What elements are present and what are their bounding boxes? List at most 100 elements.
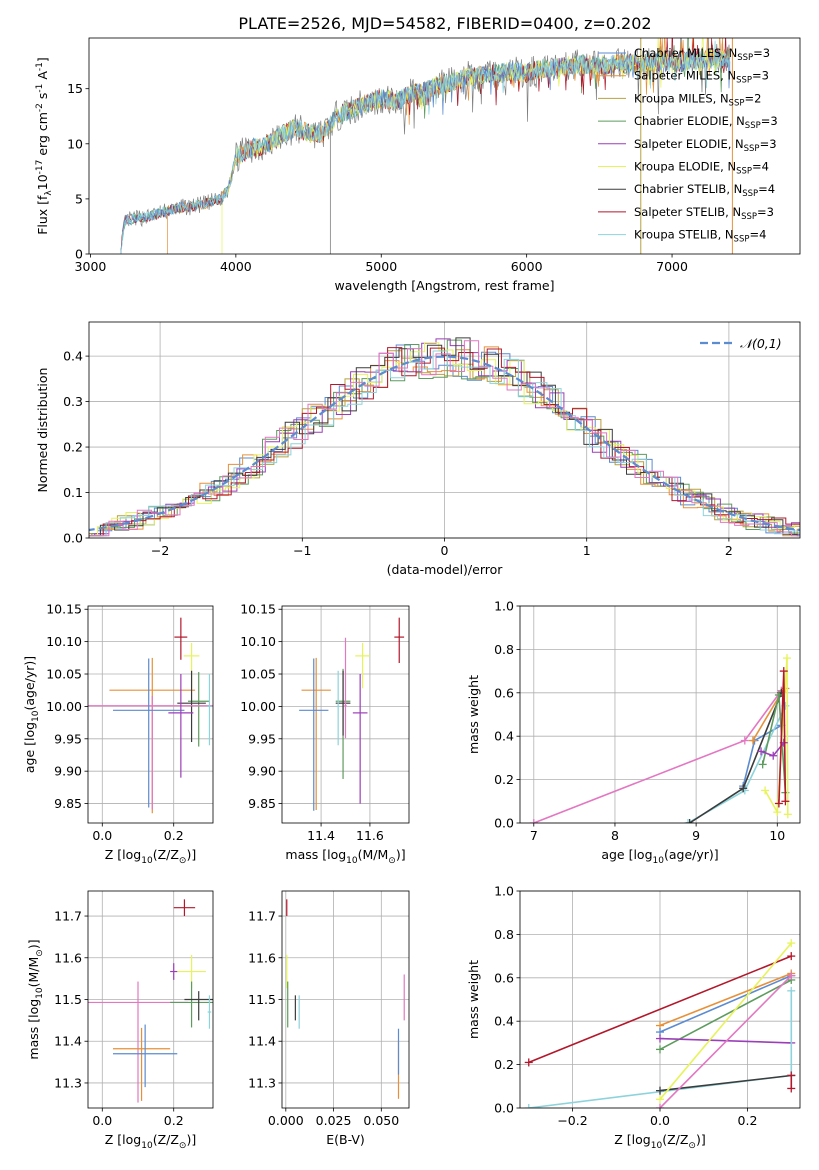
weight_vs_z-axes: −0.2 0.0 0.2 0.0 0.2 0.4 0.6 0.8 1.0 Z [log10(Z/Z… [466, 884, 801, 1151]
weight-line [659, 972, 792, 1027]
error-point [173, 899, 196, 917]
y-tick-label: 11.5 [54, 992, 82, 1007]
x-tick-label: 0.000 [268, 1113, 304, 1128]
error-point [174, 617, 188, 660]
legend-label: Chabrier ELODIE, NSSP=3 [634, 114, 778, 131]
hist-axes: −2 −1 0 1 2 0.0 0.1 0.2 0.3 0.4 (data-model)/error… [35, 321, 801, 577]
mass_vs_z-axes: 0.0 0.2 11.3 11.4 11.5 11.6 11.7 Z [log10(Z/Z⊙)… [26, 890, 214, 1151]
weight-line [687, 705, 787, 823]
legend-label: 𝒩(0,1) [740, 336, 782, 351]
y-axis-label: mass weight [466, 960, 481, 1039]
error-point [113, 1027, 171, 1101]
error-point [301, 657, 331, 811]
y-tick-label: 0.4 [494, 729, 514, 744]
x-tick-label: 0.0 [92, 1113, 112, 1128]
y-tick-label: 10.15 [46, 602, 82, 617]
error-point [168, 674, 194, 778]
y-tick-label: 0.0 [494, 1101, 514, 1116]
legend-label: Kroupa STELIB, NSSP=4 [634, 228, 766, 245]
weight-line [689, 692, 783, 823]
weight-line [659, 975, 792, 1108]
x-tick-label: 8 [611, 828, 619, 843]
x-tick-label: 9 [692, 828, 700, 843]
x-axis-label: Z [log10(Z/Z⊙)] [105, 847, 196, 866]
y-axis-label: mass weight [466, 675, 481, 754]
legend-label: Kroupa MILES, NSSP=2 [634, 91, 761, 108]
hist-legend: 𝒩(0,1) [700, 336, 782, 351]
y-axis-label: age [log10(age/yr)] [22, 656, 41, 773]
hist-plot [89, 337, 800, 537]
histogram-step [89, 337, 800, 537]
x-axis-label: Z [log10(Z/Z⊙)] [614, 1132, 705, 1151]
x-axis-label: E(B-V) [326, 1132, 365, 1147]
x-tick-label: 3000 [75, 259, 107, 274]
error-point [394, 617, 405, 664]
error-point [177, 670, 206, 743]
error-point [207, 674, 212, 746]
y-tick-label: 0.4 [63, 349, 83, 364]
y-tick-label: 9.95 [54, 731, 82, 746]
spectrum-frame [88, 37, 801, 255]
y-tick-label: 11.4 [54, 1034, 82, 1049]
y-tick-label: 10.05 [240, 667, 276, 682]
y-tick-label: 11.6 [54, 950, 82, 965]
weight_vs_z-plot [524, 939, 796, 1108]
x-tick-label: 0.2 [164, 828, 184, 843]
legend-label: Chabrier MILES, NSSP=3 [634, 46, 770, 63]
age_vs_mass-frame [281, 605, 410, 824]
age_vs_z-axes: 0.0 0.2 9.85 9.90 9.95 10.00 10.05 10.10 10.15 Z … [22, 602, 214, 866]
y-tick-label: 15 [67, 81, 83, 96]
y-axis-label: mass [log10(M/M⊙)] [26, 939, 45, 1059]
y-tick-label: 9.90 [248, 764, 276, 779]
x-axis-label: mass [log10(M/M⊙)] [285, 847, 405, 866]
x-axis-label: Z [log10(Z/Z⊙)] [105, 1132, 196, 1151]
spectrum-axes: 3000 4000 5000 6000 7000 0 5 10 15 wavelength [An… [35, 37, 801, 293]
y-tick-label: 0.2 [494, 772, 514, 787]
age_vs_z-frame [87, 605, 214, 824]
spectrum-legend: Chabrier MILES, NSSP=3 Salpeter MILES, NS… [598, 46, 778, 245]
y-tick-label: 1.0 [494, 599, 514, 614]
weight-line [533, 690, 782, 823]
x-tick-label: 0.0 [92, 828, 112, 843]
error-point [113, 1024, 178, 1088]
legend-label: Chabrier STELIB, NSSP=4 [634, 182, 775, 199]
x-tick-label: 11.4 [307, 828, 335, 843]
error-point [184, 991, 213, 1021]
mass_vs_ebv-axes: 0.000 0.025 0.050 11.3 11.4 11.5 11.6 11.7 E(B-V… [248, 890, 410, 1147]
legend-label: Salpeter ELODIE, NSSP=3 [634, 137, 777, 154]
x-tick-label: 6000 [511, 259, 543, 274]
y-tick-label: 9.90 [54, 764, 82, 779]
legend-label: Salpeter MILES, NSSP=3 [634, 69, 769, 86]
histogram-step [89, 350, 800, 537]
figure-title: PLATE=2526, MJD=54582, FIBERID=0400, z=0… [238, 14, 651, 33]
y-tick-label: 5 [75, 191, 83, 206]
y-tick-label: 10.00 [46, 699, 82, 714]
error-point [352, 674, 368, 804]
error-point [88, 696, 213, 810]
age_vs_mass-plot [299, 617, 405, 811]
y-tick-label: 10.10 [46, 634, 82, 649]
weight-line [659, 1074, 792, 1092]
x-tick-label: 0 [441, 543, 449, 558]
spectrum-line [120, 40, 731, 254]
weight-line [659, 979, 792, 1051]
y-tick-label: 0.2 [494, 1057, 514, 1072]
y-tick-label: 10.10 [240, 634, 276, 649]
x-tick-label: 5000 [365, 259, 397, 274]
weight_vs_age-axes: 7 8 9 10 0.0 0.2 0.4 0.6 0.8 1.0 age [log10(age/yr… [466, 599, 801, 866]
y-tick-label: 9.85 [248, 796, 276, 811]
legend-label: Salpeter STELIB, NSSP=3 [634, 205, 774, 222]
x-tick-label: 4000 [220, 259, 252, 274]
histogram-step [89, 347, 800, 537]
spectrum-line [120, 49, 731, 254]
y-tick-label: 1.0 [494, 884, 514, 899]
y-tick-label: 10.05 [46, 667, 82, 682]
y-tick-label: 0.8 [494, 927, 514, 942]
error-point [336, 670, 340, 746]
error-point [113, 658, 185, 808]
y-tick-label: 11.3 [248, 1075, 276, 1090]
y-tick-label: 11.7 [248, 909, 276, 924]
y-tick-label: 11.3 [54, 1075, 82, 1090]
y-axis-label: Normed distribution [35, 368, 50, 493]
